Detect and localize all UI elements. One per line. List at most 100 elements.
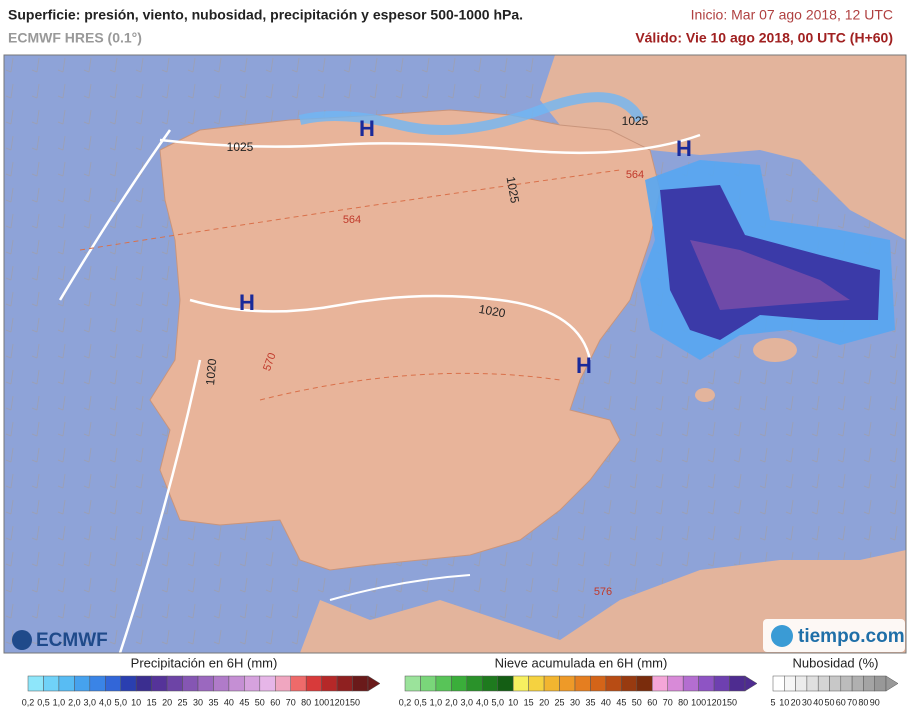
map-labels: 1025 1025 1025 1020 1020 564 564 570 576 H H H H	[203, 114, 692, 598]
high-pressure: H	[676, 136, 692, 161]
legend-swatch	[590, 675, 607, 692]
legend-swatch	[528, 675, 545, 692]
legend-label: 10	[131, 697, 141, 707]
isobar-label: 1020	[478, 302, 507, 320]
legend-swatch	[451, 675, 468, 692]
legend-label: 15	[147, 697, 157, 707]
legend-label: 0,2	[399, 697, 412, 707]
legend-title: Nubosidad (%)	[793, 655, 879, 670]
legend-label: 5,0	[114, 697, 127, 707]
legend-swatch	[621, 675, 638, 692]
legend-label: 70	[286, 697, 296, 707]
legend-swatch	[336, 675, 353, 692]
legend-swatch	[275, 675, 291, 692]
legend-label: 90	[870, 697, 880, 707]
legend-swatch	[840, 675, 853, 692]
legend-label: 40	[224, 697, 234, 707]
legend-label: 3,0	[84, 697, 97, 707]
legend-label: 80	[301, 697, 311, 707]
france	[540, 55, 906, 240]
legend-swatch	[404, 675, 421, 692]
legend-swatch	[58, 675, 75, 692]
thickness-label: 564	[343, 214, 361, 226]
legend-swatch	[321, 675, 338, 692]
legend-label: 50	[255, 697, 265, 707]
logo-ecmwf: ECMWF	[12, 630, 108, 651]
legend-swatch	[512, 675, 529, 692]
legend-label: 25	[555, 697, 565, 707]
logo-text: ECMWF	[36, 630, 108, 651]
legend-label: 35	[585, 697, 595, 707]
legend-swatch	[166, 675, 183, 692]
legend-swatch	[120, 675, 137, 692]
legend-arrow	[885, 675, 899, 692]
legend-swatch	[27, 675, 44, 692]
legend-label: 80	[858, 697, 868, 707]
legend-swatch	[352, 675, 369, 692]
map	[4, 55, 906, 653]
legend-swatch	[43, 675, 60, 692]
legend-swatch	[863, 675, 875, 692]
thickness-label: 576	[594, 586, 612, 598]
legend-label: 120	[707, 697, 722, 707]
legend-swatch	[213, 675, 230, 692]
init-time: Inicio: Mar 07 ago 2018, 12 UTC	[691, 7, 893, 23]
precip-core	[690, 240, 850, 310]
high-pressure: H	[359, 116, 375, 141]
legend-swatch	[259, 675, 276, 692]
legend-swatch	[667, 675, 684, 692]
thickness-label: 570	[261, 351, 279, 372]
legend-label: 20	[791, 697, 801, 707]
legend-swatch	[420, 675, 437, 692]
thickness-line	[79, 169, 621, 401]
isobar	[189, 294, 592, 361]
legend-label: 30	[802, 697, 812, 707]
legend-swatch	[105, 675, 121, 692]
legend-swatch	[636, 675, 653, 692]
africa	[300, 550, 906, 653]
legend-swatch	[795, 675, 808, 692]
legend-label: 0,2	[22, 697, 35, 707]
legend-swatch	[290, 675, 307, 692]
legend-label: 25	[178, 697, 188, 707]
legend-swatch	[305, 675, 322, 692]
legend-swatch	[682, 675, 699, 692]
legend-label: 15	[524, 697, 534, 707]
legend-label: 45	[616, 697, 626, 707]
precip-north	[298, 92, 645, 135]
isobar	[159, 133, 701, 155]
model: ECMWF HRES (0.1°)	[8, 30, 142, 46]
logo-icon	[771, 625, 793, 647]
legend-label: 1,0	[430, 697, 443, 707]
legend-swatch	[806, 675, 819, 692]
legend-arrow	[744, 675, 758, 692]
legend-swatch	[197, 675, 214, 692]
legend-swatch	[135, 675, 152, 692]
legend-swatch	[829, 675, 842, 692]
logo-text: tiempo.com	[798, 626, 905, 647]
legend-label: 35	[208, 697, 218, 707]
legend-label: 150	[722, 697, 737, 707]
thickness-label: 564	[626, 169, 644, 181]
legend-label: 10	[508, 697, 518, 707]
legend-swatch	[729, 675, 746, 692]
legend-label: 70	[663, 697, 673, 707]
legend-swatch	[772, 675, 785, 692]
legend-swatch	[497, 675, 514, 692]
legend-label: 70	[847, 697, 857, 707]
legend-label: 120	[330, 697, 345, 707]
legend-label: 40	[813, 697, 823, 707]
isobar-label: 1025	[622, 114, 649, 128]
isobar-label: 1020	[203, 358, 219, 386]
legend-label: 1,0	[53, 697, 66, 707]
legend-swatch	[466, 675, 483, 692]
high-pressure: H	[576, 353, 592, 378]
legend-label: 2,0	[68, 697, 81, 707]
legend-arrow	[367, 675, 381, 692]
isobar	[329, 574, 471, 601]
legend-swatch	[652, 675, 668, 692]
legend-swatch	[228, 675, 245, 692]
legend-label: 5	[770, 697, 775, 707]
legend-label: 60	[270, 697, 280, 707]
